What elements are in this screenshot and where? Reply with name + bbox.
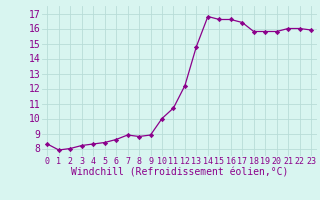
X-axis label: Windchill (Refroidissement éolien,°C): Windchill (Refroidissement éolien,°C) [70, 168, 288, 178]
